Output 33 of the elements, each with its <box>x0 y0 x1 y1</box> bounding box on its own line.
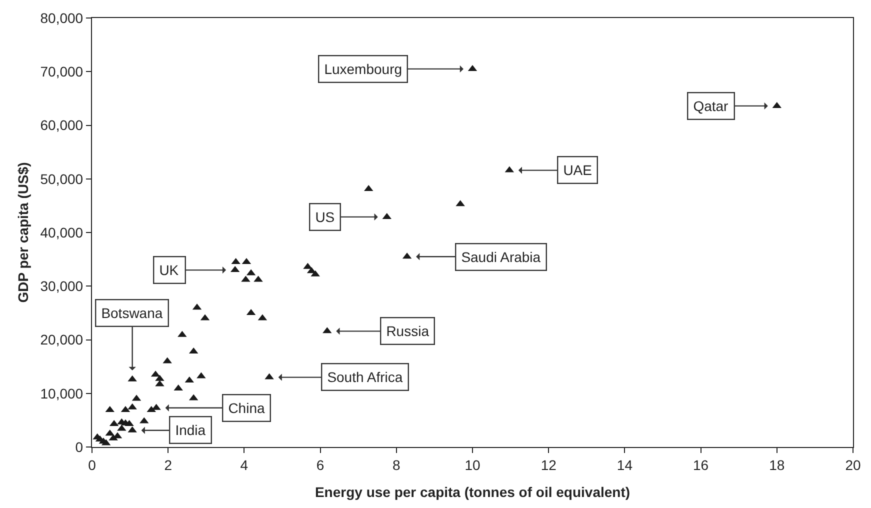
annotation: Luxembourg <box>324 61 402 78</box>
x-axis-title: Energy use per capita (tonnes of oil equivalent) <box>314 484 630 500</box>
x-tick-label: 14 <box>616 456 633 473</box>
x-tick-label: 18 <box>769 456 785 473</box>
annotation: UAE <box>563 162 592 178</box>
y-tick-label: 30,000 <box>40 278 84 294</box>
y-axis-title: GDP per capita (US$) <box>14 162 31 303</box>
annotation: Russia <box>386 323 430 340</box>
y-tick-label: 70,000 <box>40 64 84 80</box>
annotation: India <box>175 422 206 438</box>
x-tick-label: 12 <box>540 456 557 473</box>
x-tick-label: 8 <box>392 456 400 473</box>
annotation: UK <box>159 262 180 278</box>
y-tick-label: 0 <box>75 438 84 455</box>
annotation: Botswana <box>101 305 163 322</box>
annotation: Qatar <box>693 98 729 114</box>
x-tick-label: 20 <box>845 456 861 473</box>
y-tick-label: 80,000 <box>40 10 84 26</box>
annotation: China <box>228 400 265 416</box>
x-tick-label: 16 <box>693 456 709 473</box>
y-tick-label: 20,000 <box>40 332 84 348</box>
x-tick-label: 6 <box>316 456 324 473</box>
y-tick-label: 10,000 <box>40 385 84 402</box>
x-tick-label: 0 <box>88 456 96 473</box>
annotation: US <box>315 209 335 226</box>
annotation: Saudi Arabia <box>461 249 541 266</box>
y-tick-label: 60,000 <box>40 117 84 134</box>
x-tick-label: 2 <box>164 456 172 473</box>
x-tick-label: 10 <box>464 456 480 473</box>
y-tick-label: 40,000 <box>40 224 84 240</box>
x-tick-label: 4 <box>240 456 248 473</box>
y-tick-label: 50,000 <box>40 170 84 187</box>
annotation: South Africa <box>327 369 403 386</box>
